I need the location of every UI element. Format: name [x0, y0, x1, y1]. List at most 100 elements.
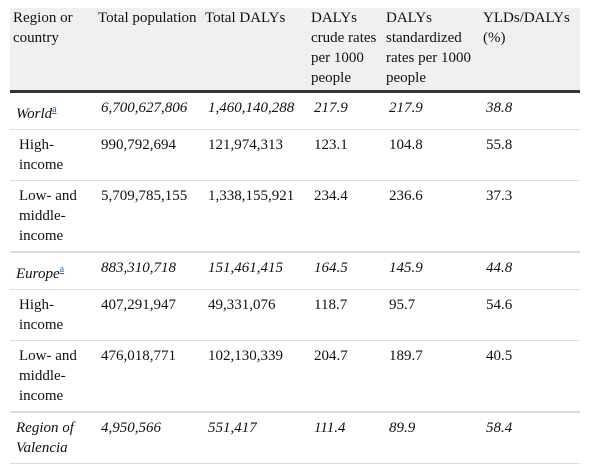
cell: 49,331,076: [202, 289, 308, 341]
cell-text: 4,950,566: [101, 420, 161, 436]
cell-text: 95.7: [389, 297, 416, 313]
cell: 118.7: [308, 289, 383, 341]
cell-text: 118.7: [314, 297, 348, 313]
footnote-marker: a: [60, 261, 64, 275]
cell-text: 44.8: [486, 260, 513, 276]
cell: 145.9: [383, 252, 480, 290]
cell-text: 58.4: [486, 420, 513, 436]
cell-text: 38.8: [486, 100, 513, 116]
cell-text: 49,331,076: [208, 297, 276, 313]
cell-text: 1,460,140,288: [208, 100, 295, 116]
cell: 1,460,140,288: [202, 91, 308, 130]
cell-text: 164.5: [314, 260, 348, 276]
cell-text: 104.8: [389, 137, 423, 153]
cell-text: 204.7: [314, 348, 348, 364]
cell: 6,700,627,806: [95, 91, 202, 130]
cell: 189.7: [383, 340, 480, 412]
cell: 102,130,339: [202, 340, 308, 412]
header-cell: DALYs standardized rates per 1000 people: [383, 8, 480, 93]
cell: 883,310,718: [95, 252, 202, 290]
header-cell: Total population: [95, 8, 202, 93]
cell-text: 217.9: [314, 100, 348, 116]
cell-text: 111.4: [314, 420, 346, 436]
row-label-text: Low- and middle-income: [19, 188, 77, 244]
row-label: Region of Valencia: [10, 412, 95, 464]
cell-text: 151,461,415: [208, 260, 283, 276]
cell: 476,018,771: [95, 340, 202, 412]
region-row: Europea 883,310,718 151,461,415 164.5 145.9 4…: [10, 252, 580, 290]
cell: 123.1: [308, 129, 383, 181]
spacer-cell: [10, 251, 580, 253]
data-table: Region or country Total population Total D…: [10, 8, 580, 464]
row-label: High-income: [10, 289, 95, 341]
table-body: Worlda 6,700,627,806 1,460,140,288 217.9 217…: [10, 91, 580, 464]
row-label: Europea: [10, 252, 95, 290]
cell-text: 217.9: [389, 100, 423, 116]
cell: 111.4: [308, 412, 383, 464]
row-label: Low- and middle-income: [10, 180, 95, 252]
cell: 55.8: [480, 129, 580, 181]
cell-text: 54.6: [486, 297, 513, 313]
row-label-text: World: [16, 106, 53, 122]
spacer-cell: [10, 411, 580, 413]
cell: 95.7: [383, 289, 480, 341]
cell-text: 6,700,627,806: [101, 100, 188, 116]
cell-text: 89.9: [389, 420, 416, 436]
cell: 89.9: [383, 412, 480, 464]
footnote-link[interactable]: a: [52, 104, 57, 115]
header-cell: DALYs crude rates per 1000 people: [308, 8, 383, 93]
sub-row: Low- and middle-income 5,709,785,155 1,338…: [10, 180, 580, 252]
row-label-text: Europe: [16, 266, 60, 282]
cell-text: 236.6: [389, 188, 423, 204]
cell: 151,461,415: [202, 252, 308, 290]
cell: 551,417: [202, 412, 308, 464]
cell: 1,338,155,921: [202, 180, 308, 252]
cell: 4,950,566: [95, 412, 202, 464]
sub-row: High-income 407,291,947 49,331,076 118.7 95.…: [10, 289, 580, 341]
cell: 40.5: [480, 340, 580, 412]
row-label-text: High-income: [19, 137, 64, 173]
cell-text: 476,018,771: [101, 348, 176, 364]
sub-row: High-income 990,792,694 121,974,313 123.1 10…: [10, 129, 580, 181]
row-label-text: Region of Valencia: [16, 420, 74, 456]
cell: 37.3: [480, 180, 580, 252]
row-label-text: High-income: [19, 297, 64, 333]
cell-text: 121,974,313: [208, 137, 283, 153]
header-cell: Total DALYs: [202, 8, 308, 93]
row-label: High-income: [10, 129, 95, 181]
cell: 58.4: [480, 412, 580, 464]
cell-text: 145.9: [389, 260, 423, 276]
cell: 217.9: [383, 91, 480, 130]
cell: 5,709,785,155: [95, 180, 202, 252]
cell: 204.7: [308, 340, 383, 412]
spacer-row: [10, 411, 580, 413]
footnote-marker: a: [52, 101, 56, 115]
cell: 990,792,694: [95, 129, 202, 181]
cell-text: 883,310,718: [101, 260, 176, 276]
cell-text: 1,338,155,921: [208, 188, 295, 204]
cell: 407,291,947: [95, 289, 202, 341]
cell-text: 37.3: [486, 188, 513, 204]
row-label: Low- and middle-income: [10, 340, 95, 412]
cell: 104.8: [383, 129, 480, 181]
cell: 217.9: [308, 91, 383, 130]
footnote-link[interactable]: a: [59, 264, 65, 275]
header-row: Region or country Total population Total D…: [10, 8, 580, 93]
header-cell: YLDs/DALYs (%): [480, 8, 580, 93]
spacer-row: [10, 251, 580, 253]
row-label: Worlda: [10, 91, 95, 130]
cell: 164.5: [308, 252, 383, 290]
cell-text: 189.7: [389, 348, 423, 364]
cell-text: 407,291,947: [101, 297, 176, 313]
cell-text: 234.4: [314, 188, 348, 204]
row-label-text: Low- and middle-income: [19, 348, 77, 404]
region-row: Worlda 6,700,627,806 1,460,140,288 217.9 217…: [10, 91, 580, 130]
cell-text: 102,130,339: [208, 348, 283, 364]
region-row: Region of Valencia 4,950,566 551,417 111.4 8…: [10, 412, 580, 464]
cell: 236.6: [383, 180, 480, 252]
header-cell: Region or country: [10, 8, 95, 93]
cell: 234.4: [308, 180, 383, 252]
cell: 38.8: [480, 91, 580, 130]
cell-text: 5,709,785,155: [101, 188, 188, 204]
cell-text: 990,792,694: [101, 137, 176, 153]
